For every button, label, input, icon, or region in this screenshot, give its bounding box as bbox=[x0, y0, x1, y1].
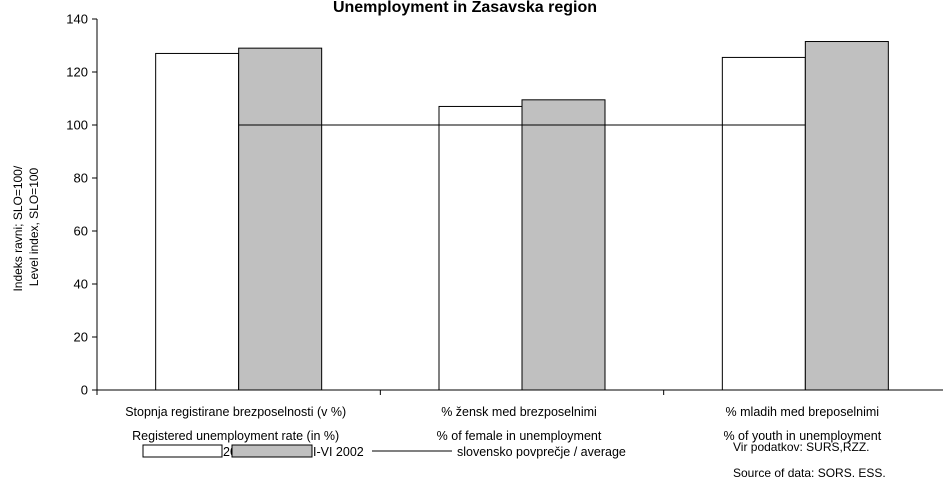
category-labels: Stopnja registirane brezposelnosti (v %)… bbox=[125, 405, 882, 443]
bar-2002-3 bbox=[804, 41, 889, 391]
y-tick-label: 100 bbox=[66, 118, 88, 133]
bar-2001-3 bbox=[721, 56, 806, 391]
bar-2002-2 bbox=[521, 99, 606, 391]
y-axis-label: Indeks ravni; SLO=100/ Level index, SLO=… bbox=[11, 162, 41, 291]
axes bbox=[96, 19, 943, 395]
y-tick-label: 20 bbox=[74, 330, 88, 345]
y-tick-label: 140 bbox=[66, 12, 88, 27]
y-axis: 0 20 40 60 80 100 120 140 bbox=[66, 12, 97, 398]
legend-swatch-2001 bbox=[142, 444, 223, 458]
source-line-2: Source of data: SORS. ESS. bbox=[733, 466, 886, 480]
y-tick-label: 120 bbox=[66, 65, 88, 80]
bar-2002-1 bbox=[238, 47, 323, 391]
category-label-1-line-2: Registered unemployment rate (in %) bbox=[132, 429, 339, 443]
y-tick-label: 0 bbox=[81, 383, 88, 398]
category-label-2-line-2: % of female in unemployment bbox=[437, 429, 602, 443]
legend-label-2002: I-VI 2002 bbox=[313, 445, 364, 459]
legend-swatch-2002 bbox=[231, 444, 313, 458]
legend-label-average: slovensko povprečje / average bbox=[457, 445, 626, 459]
chart-title: Unemployment in Zasavska region bbox=[333, 0, 597, 16]
y-tick-label: 40 bbox=[74, 277, 88, 292]
category-label-3-line-1: % mladih med breposelnimi bbox=[726, 405, 880, 419]
category-label-2-line-1: % žensk med brezposelnimi bbox=[441, 405, 597, 419]
category-label-1-line-1: Stopnja registirane brezposelnosti (v %) bbox=[125, 405, 346, 419]
legend: 2001 I-VI 2002 slovensko povprečje / ave… bbox=[142, 444, 626, 459]
category-label-3-line-2: % of youth in unemployment bbox=[723, 429, 881, 443]
data-source: Vir podatkov: SURS,RZZ. Source of data: … bbox=[733, 440, 886, 480]
y-axis-label-line-1: Indeks ravni; SLO=100/ bbox=[11, 165, 25, 291]
bar-2001-1 bbox=[155, 52, 240, 391]
y-tick-label: 80 bbox=[74, 171, 88, 186]
bars bbox=[155, 41, 889, 391]
source-line-1: Vir podatkov: SURS,RZZ. bbox=[733, 440, 870, 454]
bar-2001-2 bbox=[438, 105, 523, 391]
y-tick-label: 60 bbox=[74, 224, 88, 239]
y-axis-label-line-2: Level index, SLO=100 bbox=[27, 167, 41, 286]
